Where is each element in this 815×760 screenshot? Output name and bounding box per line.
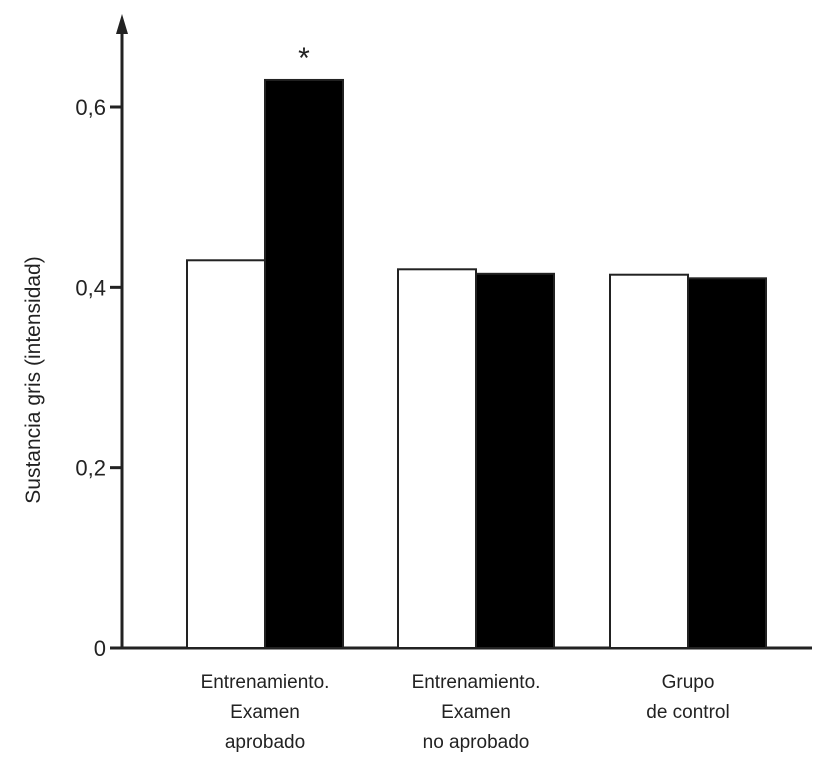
- category-label: de control: [646, 702, 729, 723]
- bar: [186, 259, 266, 649]
- category-label: Entrenamiento.: [201, 672, 330, 693]
- significance-marker: *: [298, 42, 310, 75]
- category-label: Examen: [441, 702, 511, 723]
- y-axis-label: Sustancia gris (intensidad): [22, 256, 45, 503]
- category-label: no aprobado: [423, 732, 530, 753]
- bar: [264, 78, 344, 649]
- bar: [609, 273, 689, 649]
- category-label: Entrenamiento.: [412, 672, 541, 693]
- y-ticks: 0 0,2 0,4 0,6: [75, 95, 122, 661]
- y-tick-label: 0,6: [75, 95, 106, 120]
- bar: [475, 272, 555, 649]
- y-axis-arrow: [116, 14, 128, 34]
- y-tick-label: 0,4: [75, 275, 106, 300]
- category-labels: Entrenamiento. Examen aprobado Entrenamient…: [201, 672, 730, 753]
- category-label: aprobado: [225, 732, 305, 753]
- bars: [186, 78, 767, 649]
- y-tick-label: 0: [94, 636, 106, 661]
- category-label: Examen: [230, 702, 300, 723]
- annotations: *: [298, 42, 310, 75]
- bar: [687, 277, 767, 649]
- category-label: Grupo: [662, 672, 715, 693]
- bar: [397, 268, 477, 649]
- y-tick-label: 0,2: [75, 456, 106, 481]
